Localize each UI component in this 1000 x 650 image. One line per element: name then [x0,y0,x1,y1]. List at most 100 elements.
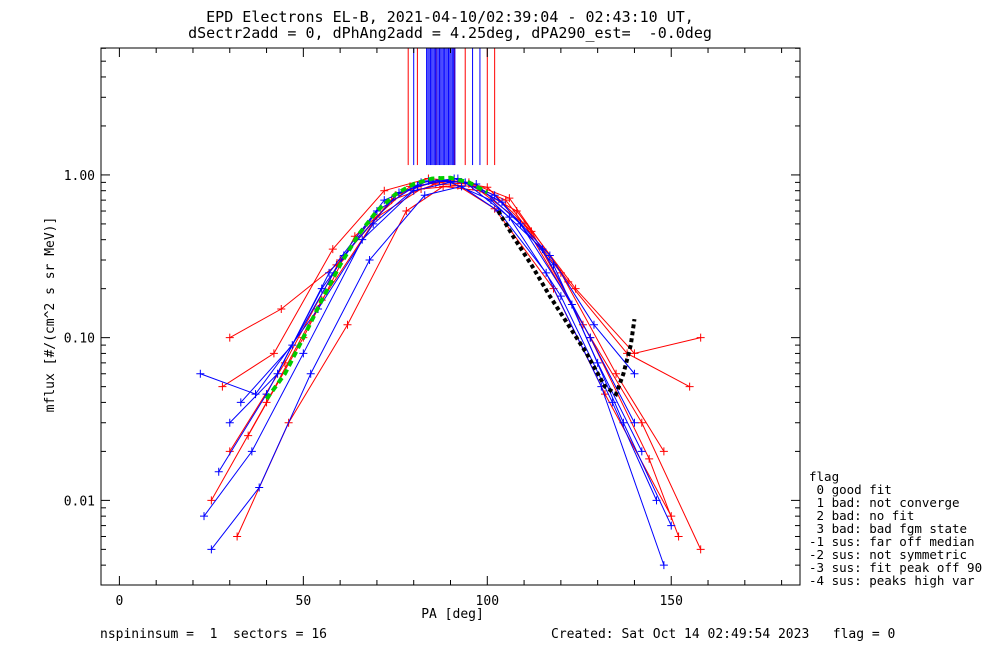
point-red-2-9 [685,382,694,391]
point-blue-1-0 [200,512,209,521]
vertical-marker-lines [407,48,496,166]
point-blue-0-9 [637,447,646,456]
point-red-5-1 [277,305,286,313]
point-blue-3-0 [207,545,216,554]
point-blue-1-8 [586,333,595,342]
point-red-5-6 [512,207,521,216]
point-red-2-0 [218,382,227,391]
legend-item-4: -1 sus: far off median [809,534,975,549]
point-blue-1-1 [247,447,256,456]
point-blue-1-9 [630,418,639,427]
point-red-4-6 [527,227,536,236]
point-red-4-0 [244,431,253,440]
x-axis-label: PA [deg] [421,607,484,622]
point-blue-5-0 [236,398,245,407]
series-blue-curve-1 [203,181,635,517]
legend-item-2: 2 bad: no fit [809,508,915,523]
point-blue-3-7 [542,268,551,277]
y-tick-label-1: 0.10 [64,332,95,347]
point-blue-0-0 [214,467,223,476]
point-blue-1-2 [299,349,308,358]
fit-curve-green [264,175,489,401]
point-blue-4-8 [589,320,598,329]
legend-item-5: -2 sus: not symmetric [809,547,968,562]
legend-item-7: -4 sus: peaks high var [809,573,975,588]
plot-frame [100,47,801,586]
point-blue-3-3 [365,256,374,265]
series-blue-curve-4 [200,178,635,395]
fit-curve-black [496,210,637,398]
point-blue-3-2 [306,369,315,378]
point-blue-5-7 [567,300,576,309]
data-series [196,174,705,570]
point-red-5-9 [696,333,705,342]
legend-item-6: -3 sus: fit peak off 90 [809,560,983,575]
footer-sector-info: nspininsum = 1 sectors = 16 [100,627,327,642]
legend-item-1: 1 bad: not converge [809,495,960,510]
chart-title-line2: dSectr2add = 0, dPhAng2add = 4.25deg, dP… [188,24,712,42]
point-red-4-5 [483,183,492,192]
series-red-curve-4 [247,180,680,537]
point-red-5-7 [571,284,580,293]
point-red-2-6 [505,194,514,203]
flag-legend: flag 0 good fit 1 bad: not converge 2 ba… [809,470,982,587]
legend-item-0: 0 good fit [809,482,892,497]
point-red-0-9 [659,447,668,456]
y-tick-label-0: 0.01 [64,494,95,509]
x-tick-label-0: 0 [115,594,123,609]
point-red-5-0 [225,333,234,342]
footer-created-info: Created: Sat Oct 14 02:49:54 2023 flag =… [551,627,896,642]
point-red-3-2 [343,320,352,329]
point-red-3-9 [696,545,705,554]
series-red-curve-3 [236,185,702,550]
point-blue-5-9 [667,521,676,530]
point-blue-1-3 [358,235,367,244]
point-red-3-3 [402,207,411,216]
series-blue-curve-0 [218,178,643,472]
point-red-4-8 [645,454,654,463]
point-blue-1-7 [538,245,547,254]
fit-curves [264,175,637,401]
x-tick-label-100: 100 [476,594,499,609]
point-red-0-6 [501,196,510,205]
point-blue-4-9 [630,369,639,378]
point-blue-2-8 [608,398,617,407]
point-blue-2-7 [556,292,565,301]
point-red-2-1 [269,349,278,358]
point-red-3-0 [233,532,242,541]
point-blue-4-7 [545,251,554,260]
point-red-0-8 [612,369,621,378]
point-blue-0-6 [498,198,507,207]
point-blue-5-1 [288,341,297,350]
series-blue-curve-3 [210,185,665,566]
chart-title-line1: EPD Electrons EL-B, 2021-04-10/02:39:04 … [206,8,694,26]
point-blue-3-5 [457,182,466,191]
legend-item-3: 3 bad: bad fgm state [809,521,968,536]
point-blue-3-9 [659,561,668,570]
point-red-1-0 [207,496,216,505]
x-tick-label-150: 150 [659,594,682,609]
series-red-curve-1 [210,185,672,517]
series-blue-curve-5 [240,179,672,526]
point-red-2-3 [380,186,389,195]
point-red-5-8 [630,349,639,358]
plot-axes: 0 50 100 150 PA [deg] 0.01 0.10 1.00 mflux [#/(c… [43,47,801,622]
point-blue-4-1 [251,390,260,399]
point-blue-4-0 [196,369,205,378]
point-blue-4-6 [490,191,499,200]
point-blue-2-0 [225,418,234,427]
x-tick-label-50: 50 [296,594,312,609]
point-blue-5-8 [619,418,628,427]
point-blue-2-2 [325,268,334,277]
point-blue-2-1 [273,369,282,378]
point-blue-3-4 [420,191,429,200]
point-red-2-2 [328,245,337,254]
point-blue-3-1 [255,483,264,492]
y-axis-label: mflux [#/(cm^2 s sr MeV)] [43,217,58,413]
series-blue-curve-2 [229,180,657,501]
point-blue-5-6 [516,219,525,228]
y-tick-label-2: 1.00 [64,169,95,184]
legend-title: flag [809,469,840,484]
point-red-3-8 [637,418,646,427]
